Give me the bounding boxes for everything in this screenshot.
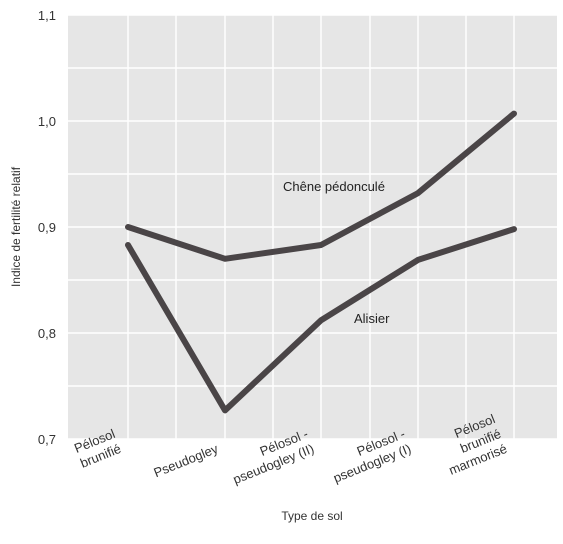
series-label-alisier: Alisier [354,311,390,326]
y-tick-label: 0,9 [38,220,56,235]
x-axis-title: Type de sol [281,509,342,523]
y-tick-label: 1,1 [38,8,56,23]
series-lines [125,110,517,414]
series-line-alisier [125,226,517,414]
x-tick-label: Pseudogley [151,441,220,481]
series-line-chene [125,110,517,262]
y-tick-label: 1,0 [38,114,56,129]
y-axis-title: Indice de fertilité relatif [9,166,23,287]
series-label-chene: Chêne pédonculé [283,179,385,194]
y-tick-label: 0,7 [38,432,56,447]
y-tick-label: 0,8 [38,326,56,341]
y-axis-ticks: 0,7 0,8 0,9 1,0 1,1 [38,8,56,447]
